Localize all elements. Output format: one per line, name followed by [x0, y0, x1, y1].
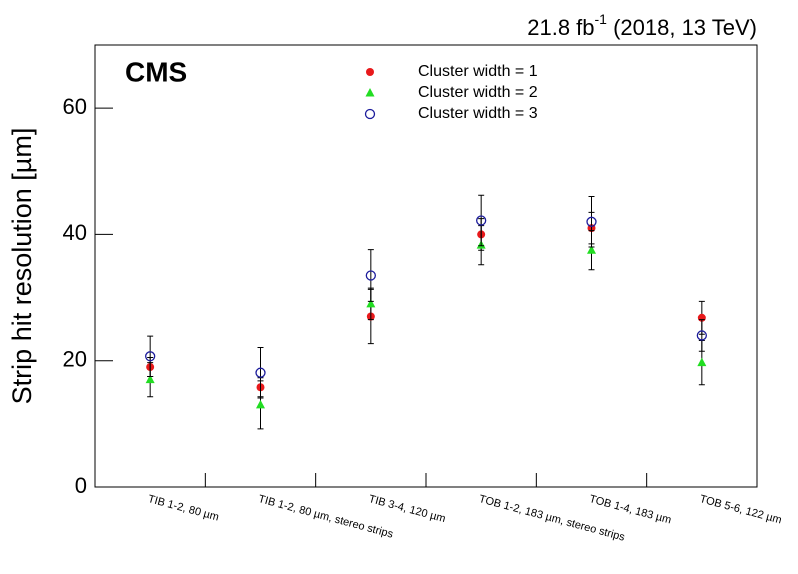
error-bar: [478, 194, 485, 247]
y-tick-label: 40: [63, 220, 87, 245]
data-point: [697, 357, 707, 367]
legend-label: Cluster width = 3: [418, 105, 538, 122]
y-tick-label: 60: [63, 94, 87, 119]
data-point: [145, 374, 155, 384]
error-bar: [698, 319, 705, 352]
data-point: [586, 216, 597, 227]
data-point: [366, 298, 376, 308]
legend-label: Cluster width = 1: [418, 63, 538, 80]
y-axis-label: Strip hit resolution [µm]: [7, 128, 37, 405]
error-bar: [367, 249, 374, 302]
data-point: [476, 215, 487, 226]
lumi-exponent: -1: [595, 11, 608, 27]
data-point: [145, 351, 156, 362]
x-tick-label: TOB 5-6, 122 µm: [698, 493, 783, 526]
error-bar: [147, 335, 154, 377]
legend-label: Cluster width = 2: [418, 84, 538, 101]
data-point: [365, 270, 376, 281]
legend-marker: [366, 68, 374, 76]
x-tick-label: TOB 1-4, 183 µm: [588, 493, 673, 526]
lumi: 21.8 fb: [527, 15, 594, 40]
x-tick-label: TIB 3-4, 120 µm: [367, 493, 447, 525]
error-bar: [257, 346, 264, 399]
error-bar: [588, 196, 595, 248]
conditions: (2018, 13 TeV): [607, 15, 757, 40]
data-point: [587, 245, 596, 254]
y-tick-label: 0: [75, 473, 87, 498]
y-tick-label: 20: [63, 347, 87, 372]
x-tick-label: TIB 1-2, 80 µm: [147, 493, 221, 523]
data-point: [696, 330, 707, 341]
data-point: [256, 399, 265, 409]
legend-marker: [364, 108, 376, 120]
legend-marker: [365, 88, 375, 97]
experiment-label: CMS: [125, 56, 187, 87]
lumi-label: 21.8 fb-1 (2018, 13 TeV): [527, 11, 757, 40]
data-point: [255, 367, 266, 378]
